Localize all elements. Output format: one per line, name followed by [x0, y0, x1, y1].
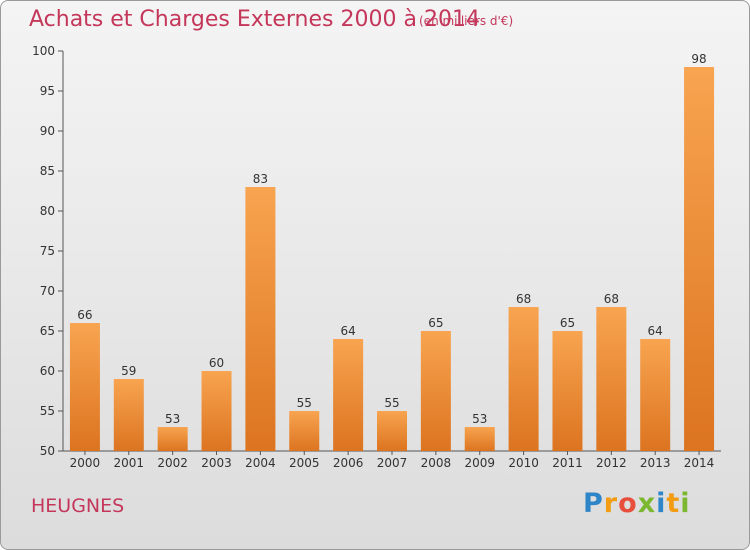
proxiti-logo: Proxiti [583, 488, 691, 519]
bar [289, 411, 320, 451]
logo-letter: x [637, 488, 657, 519]
bar-value-label: 83 [253, 172, 268, 186]
x-tick-label: 2014 [684, 456, 715, 470]
bar [420, 331, 451, 451]
bar-value-label: 64 [340, 324, 355, 338]
logo-letter: i [680, 488, 691, 519]
bar [245, 187, 276, 451]
bar-value-label: 66 [77, 308, 92, 322]
logo-letter: i [656, 488, 667, 519]
bar [596, 307, 627, 451]
logo-letter: o [618, 488, 638, 519]
x-tick-label: 2011 [552, 456, 583, 470]
y-tick-label: 95 [40, 84, 55, 98]
x-tick-label: 2008 [421, 456, 452, 470]
bar [113, 379, 144, 451]
bar [377, 411, 407, 451]
bar-value-label: 59 [121, 364, 136, 378]
bar [508, 307, 539, 451]
x-tick-label: 2003 [201, 456, 232, 470]
y-tick-label: 75 [40, 244, 55, 258]
x-tick-label: 2005 [289, 456, 320, 470]
bar-value-label: 60 [209, 356, 224, 370]
y-tick-label: 100 [32, 44, 55, 58]
y-tick-label: 85 [40, 164, 55, 178]
bar-value-label: 55 [297, 396, 312, 410]
y-tick-label: 65 [40, 324, 55, 338]
x-tick-label: 2000 [70, 456, 101, 470]
bar [333, 339, 364, 451]
x-tick-label: 2007 [377, 456, 408, 470]
bar-value-label: 98 [691, 52, 706, 66]
y-tick-label: 80 [40, 204, 55, 218]
logo-letter: t [666, 488, 681, 519]
bar [69, 323, 100, 451]
logo-letter: P [583, 488, 604, 519]
x-tick-label: 2006 [333, 456, 364, 470]
x-tick-label: 2009 [464, 456, 495, 470]
bar [464, 427, 495, 451]
bar-value-label: 68 [604, 292, 619, 306]
commune-name: HEUGNES [31, 495, 125, 517]
y-tick-label: 60 [40, 364, 55, 378]
logo-letter: r [603, 488, 619, 519]
bar [640, 339, 671, 451]
chart-subtitle: (en milliers d'€) [419, 14, 514, 28]
bar-value-label: 65 [428, 316, 443, 330]
bar [684, 67, 715, 451]
y-tick-label: 50 [40, 444, 55, 458]
chart-title: Achats et Charges Externes 2000 à 2014 [29, 7, 480, 32]
y-tick-label: 70 [40, 284, 55, 298]
bar [201, 371, 232, 451]
x-tick-label: 2004 [245, 456, 276, 470]
x-tick-label: 2002 [157, 456, 188, 470]
bar-value-label: 64 [648, 324, 663, 338]
bar-value-label: 65 [560, 316, 575, 330]
bar-value-label: 68 [516, 292, 531, 306]
x-tick-label: 2001 [114, 456, 145, 470]
x-tick-label: 2013 [640, 456, 671, 470]
x-tick-label: 2012 [596, 456, 627, 470]
bar [552, 331, 583, 451]
y-tick-label: 90 [40, 124, 55, 138]
bar-value-label: 53 [165, 412, 180, 426]
bar-value-label: 53 [472, 412, 487, 426]
bar [157, 427, 188, 451]
x-tick-label: 2010 [508, 456, 539, 470]
bar-value-label: 55 [384, 396, 399, 410]
y-tick-label: 55 [40, 404, 55, 418]
